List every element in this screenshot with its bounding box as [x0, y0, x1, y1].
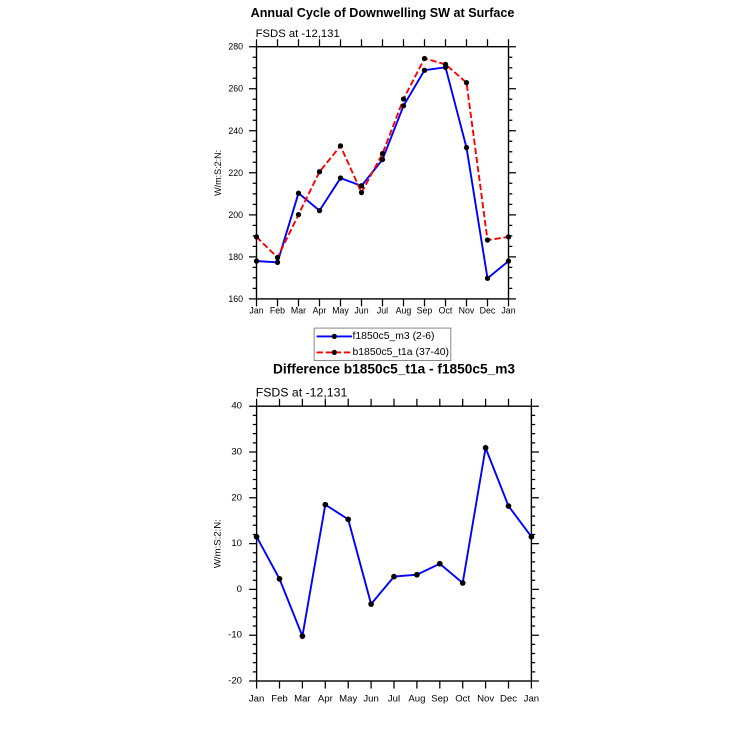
svg-text:Jan: Jan — [249, 306, 263, 316]
svg-text:W/m:S:2:N:: W/m:S:2:N: — [213, 150, 223, 196]
svg-text:Jan: Jan — [249, 694, 264, 705]
svg-text:Jan: Jan — [501, 306, 515, 316]
svg-text:20: 20 — [231, 492, 242, 503]
svg-text:Aug: Aug — [408, 694, 425, 705]
svg-text:W/m:S:2:N:: W/m:S:2:N: — [213, 519, 224, 568]
svg-text:40: 40 — [231, 401, 242, 412]
svg-text:Mar: Mar — [291, 306, 306, 316]
svg-text:f1850c5_m3 (2-6): f1850c5_m3 (2-6) — [353, 331, 435, 342]
svg-text:Jun: Jun — [354, 306, 368, 316]
svg-text:Jul: Jul — [388, 694, 400, 705]
svg-text:Nov: Nov — [477, 694, 494, 705]
svg-text:-20: -20 — [228, 676, 242, 687]
svg-text:Annual Cycle of Downwelling SW: Annual Cycle of Downwelling SW at Surfac… — [251, 6, 515, 20]
svg-text:Nov: Nov — [459, 306, 475, 316]
svg-text:Sep: Sep — [431, 694, 448, 705]
svg-text:Jun: Jun — [363, 694, 378, 705]
svg-text:May: May — [332, 306, 349, 316]
svg-text:200: 200 — [228, 210, 243, 220]
svg-text:Apr: Apr — [318, 694, 334, 705]
svg-text:0: 0 — [237, 584, 242, 595]
svg-text:-10: -10 — [228, 630, 242, 641]
svg-text:b1850c5_t1a (37-40): b1850c5_t1a (37-40) — [353, 347, 449, 358]
svg-text:Jul: Jul — [377, 306, 388, 316]
svg-text:Dec: Dec — [480, 306, 496, 316]
svg-text:180: 180 — [228, 252, 243, 262]
svg-text:Oct: Oct — [439, 306, 453, 316]
svg-text:Mar: Mar — [294, 694, 311, 705]
svg-text:Dec: Dec — [500, 694, 517, 705]
svg-text:Jan: Jan — [524, 694, 539, 705]
svg-text:240: 240 — [228, 126, 243, 136]
svg-text:Apr: Apr — [313, 306, 327, 316]
svg-text:Aug: Aug — [396, 306, 412, 316]
svg-text:280: 280 — [228, 42, 243, 52]
svg-text:Difference b1850c5_t1a - f1850: Difference b1850c5_t1a - f1850c5_m3 — [273, 362, 515, 377]
svg-text:260: 260 — [228, 84, 243, 94]
svg-text:FSDS at -12,131: FSDS at -12,131 — [256, 28, 340, 40]
svg-text:160: 160 — [228, 294, 243, 304]
svg-text:Feb: Feb — [271, 694, 288, 705]
svg-text:May: May — [339, 694, 357, 705]
svg-text:10: 10 — [231, 538, 242, 549]
svg-text:Oct: Oct — [455, 694, 470, 705]
svg-text:FSDS at -12,131: FSDS at -12,131 — [256, 385, 348, 399]
svg-text:30: 30 — [231, 447, 242, 458]
svg-text:Sep: Sep — [417, 306, 433, 316]
svg-text:Feb: Feb — [270, 306, 285, 316]
svg-text:220: 220 — [228, 168, 243, 178]
